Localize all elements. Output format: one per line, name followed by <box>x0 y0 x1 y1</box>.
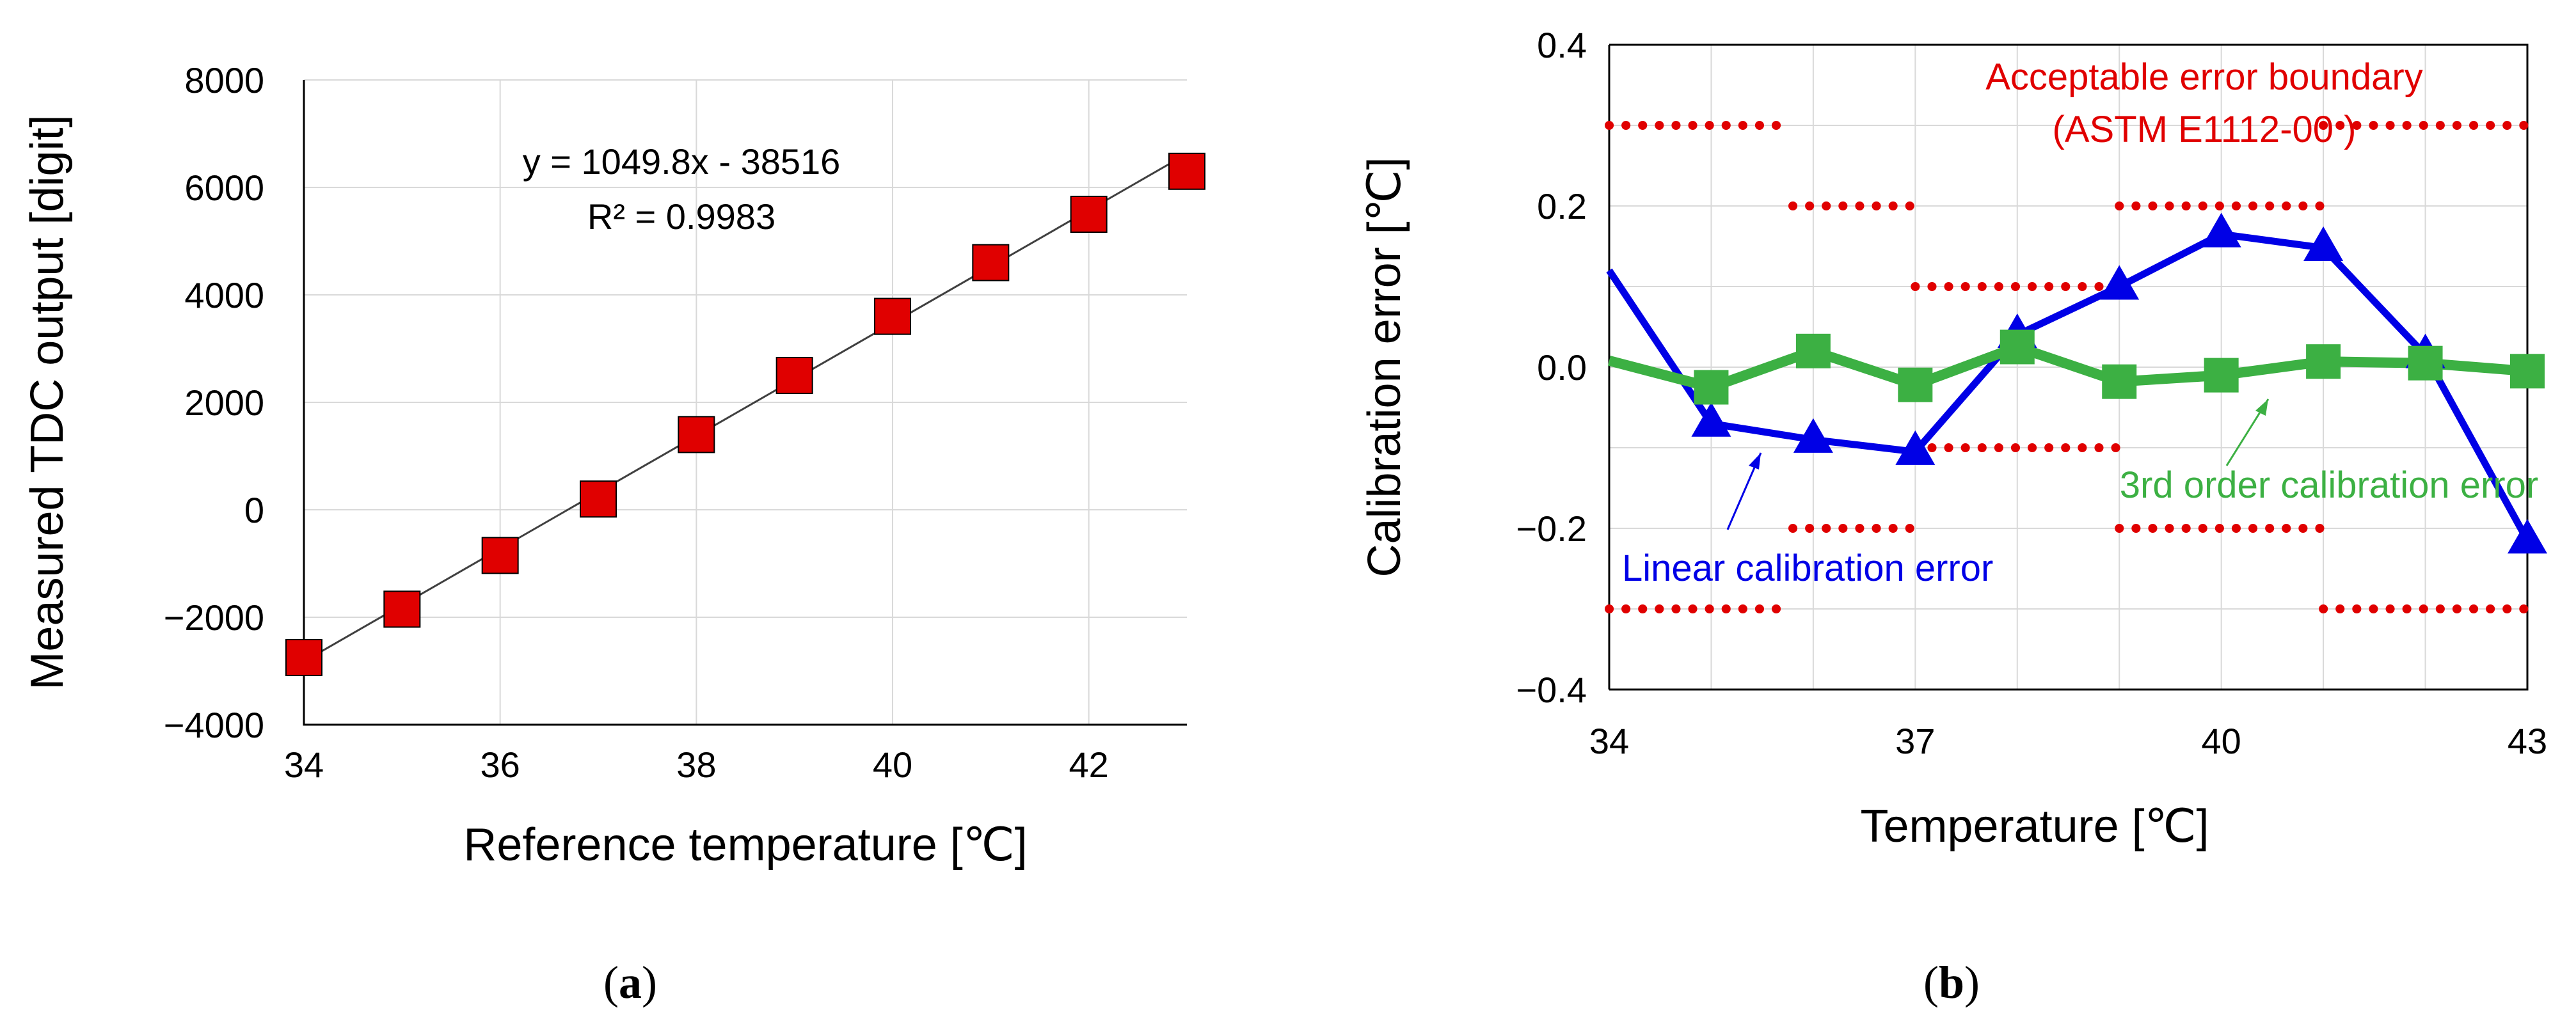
y-tick-label: 4000 <box>184 275 264 315</box>
linear-error-marker <box>1691 402 1731 437</box>
y-tick-label: −0.4 <box>1516 670 1587 710</box>
third-order-label-arrowhead <box>2255 399 2268 416</box>
x-tick-label: 36 <box>481 745 520 785</box>
x-tick-label: 34 <box>1589 721 1629 761</box>
y-tick-label: 0 <box>244 490 264 530</box>
data-point-marker <box>1070 196 1108 233</box>
boundary-standard: (ASTM E1112-00 ) <box>2053 109 2357 150</box>
x-tick-label: 37 <box>1895 721 1935 761</box>
panel-a-axes <box>303 80 1187 726</box>
linear-error-marker <box>2508 519 2547 554</box>
linear-label-arrowhead <box>1749 453 1761 469</box>
third-order-label: 3rd order calibration error <box>2120 464 2538 506</box>
third-order-error-marker <box>2306 344 2341 379</box>
y-axis-title: Measured TDC output [digit] <box>22 114 73 690</box>
x-tick-label: 43 <box>2508 721 2547 761</box>
fit-r-squared: R² = 0.9983 <box>587 196 775 237</box>
linear-error-marker <box>1793 418 1833 453</box>
panel-b-calibration-error-chart: −0.4 −0.2 0.0 0.2 0.4 34 37 40 43 Acceptable err… <box>1359 25 2547 1008</box>
x-axis-title: Reference temperature [℃] <box>463 819 1027 871</box>
y-tick-label: 0.4 <box>1537 25 1587 65</box>
y-tick-label: 8000 <box>184 60 264 100</box>
x-tick-label: 34 <box>284 745 324 785</box>
data-point-marker <box>874 297 911 335</box>
third-order-error-marker <box>2510 354 2545 389</box>
y-tick-label: −4000 <box>164 705 264 745</box>
panel-letter-b: b <box>1939 957 1964 1008</box>
data-point-marker <box>678 416 715 453</box>
linear-error-line <box>1606 230 2531 542</box>
linear-error-marker <box>2099 265 2140 300</box>
y-tick-label: −2000 <box>164 597 264 638</box>
third-order-error-marker <box>1795 333 1831 368</box>
x-axis-title: Temperature [℃] <box>1860 801 2209 852</box>
third-order-error-marker <box>2408 345 2443 381</box>
data-point-marker <box>580 480 617 518</box>
third-order-error-line <box>1607 342 2528 393</box>
third-order-error-marker <box>1898 367 1933 402</box>
data-point-marker <box>972 244 1010 281</box>
boundary-title: Acceptable error boundary <box>1985 56 2423 98</box>
third-order-error-marker <box>2000 329 2035 365</box>
x-tick-label: 42 <box>1069 745 1109 785</box>
panel-letter-a: a <box>619 957 642 1008</box>
third-order-error-marker <box>1694 370 1729 405</box>
linear-fit-line <box>303 153 1188 663</box>
third-order-error-marker <box>2204 358 2239 393</box>
y-tick-label: 6000 <box>184 168 264 208</box>
linear-error-marker <box>1895 430 1936 465</box>
panel-label-b: (b) <box>1923 957 1980 1008</box>
y-tick-label: 2000 <box>184 382 264 423</box>
y-tick-label: 0.0 <box>1537 347 1587 388</box>
x-tick-label: 40 <box>873 745 912 785</box>
y-axis-title: Calibration error [℃] <box>1359 157 1410 577</box>
x-tick-label: 38 <box>676 745 716 785</box>
y-tick-label: −0.2 <box>1516 509 1587 549</box>
data-point-marker <box>285 639 322 676</box>
data-point-marker <box>775 357 813 394</box>
data-point-marker <box>481 537 519 574</box>
data-point-marker <box>1168 152 1205 190</box>
fit-equation: y = 1049.8x - 38516 <box>523 141 841 182</box>
panel-label-a: (a) <box>603 957 657 1008</box>
linear-label: Linear calibration error <box>1622 548 1993 589</box>
linear-error-marker <box>2303 226 2344 262</box>
data-point-marker <box>383 590 421 628</box>
third-order-error-marker <box>2102 364 2137 399</box>
y-tick-label: 0.2 <box>1537 186 1587 226</box>
x-tick-label: 40 <box>2202 721 2241 761</box>
linear-error-marker <box>2201 212 2241 248</box>
panel-a-tdc-output-chart: −4000 −2000 0 2000 4000 6000 8000 34 36 38 40 42 y … <box>22 60 1205 1008</box>
